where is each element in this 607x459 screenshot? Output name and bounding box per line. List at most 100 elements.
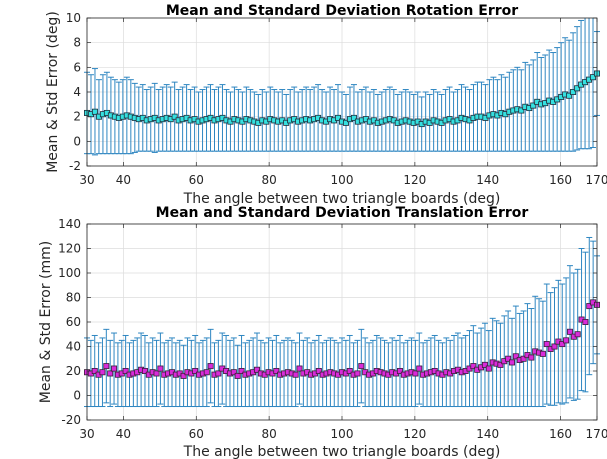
translation-mean-marker xyxy=(470,363,477,370)
rotation-y-tick-label: 6 xyxy=(73,60,81,74)
translation-mean-marker xyxy=(505,355,512,362)
translation-mean-marker xyxy=(512,353,519,360)
rotation-x-tick-label: 30 xyxy=(79,173,94,187)
translation-mean-marker xyxy=(508,359,515,366)
rotation-y-tick-label: 0 xyxy=(73,134,81,148)
translation-mean-marker xyxy=(539,350,546,357)
translation-mean-marker xyxy=(354,370,361,377)
translation-mean-marker xyxy=(122,367,129,374)
rotation-error-bar xyxy=(590,18,597,148)
translation-mean-marker xyxy=(574,331,581,338)
rotation-y-tick-label: 2 xyxy=(73,110,81,124)
translation-y-tick-label: 120 xyxy=(58,242,81,256)
translation-y-tick-label: 100 xyxy=(58,266,81,280)
rotation-x-tick-label: 100 xyxy=(331,173,354,187)
translation-y-tick-label: 60 xyxy=(66,315,81,329)
translation-mean-marker xyxy=(238,367,245,374)
rotation-x-tick-label: 140 xyxy=(476,173,499,187)
translation-mean-marker xyxy=(107,370,114,377)
translation-mean-marker xyxy=(315,367,322,374)
translation-mean-marker xyxy=(412,370,419,377)
translation-mean-marker xyxy=(485,365,492,372)
translation-mean-marker xyxy=(543,341,550,348)
translation-x-tick-label: 40 xyxy=(116,427,131,441)
translation-mean-marker xyxy=(528,354,535,361)
rotation-y-tick-label: 8 xyxy=(73,36,81,50)
translation-mean-marker xyxy=(103,363,110,370)
rotation-y-tick-label: 4 xyxy=(73,85,81,99)
translation-x-tick-label: 80 xyxy=(262,427,277,441)
rotation-axes-box xyxy=(86,17,598,167)
translation-y-tick-label: 80 xyxy=(66,291,81,305)
translation-mean-marker xyxy=(234,372,241,379)
translation-mean-marker xyxy=(292,371,299,378)
translation-mean-marker xyxy=(563,337,570,344)
translation-y-tick-label: 0 xyxy=(73,389,81,403)
translation-x-tick-label: 160 xyxy=(549,427,572,441)
translation-mean-marker xyxy=(153,370,160,377)
translation-x-tick-label: 170 xyxy=(586,427,607,441)
rotation-mean-marker xyxy=(91,108,98,115)
translation-y-tick-label: 20 xyxy=(66,364,81,378)
rotation-y-tick-label: 10 xyxy=(66,11,81,25)
translation-mean-marker xyxy=(141,367,148,374)
rotation-x-axis-label: The angle between two triangle boards (d… xyxy=(183,191,501,207)
translation-mean-marker xyxy=(180,372,187,379)
translation-x-tick-label: 140 xyxy=(476,427,499,441)
translation-mean-marker xyxy=(99,369,106,376)
translation-mean-marker xyxy=(358,363,365,370)
translation-mean-marker xyxy=(497,361,504,368)
translation-mean-marker xyxy=(91,367,98,374)
rotation-chart-title: Mean and Standard Deviation Rotation Err… xyxy=(166,3,518,19)
rotation-y-tick-label: -2 xyxy=(69,159,81,173)
rotation-ticks: 30 40 60 80 100 120 140 160 170 -2 0 2 4 6 8 10 xyxy=(66,11,607,187)
rotation-x-tick-label: 80 xyxy=(262,173,277,187)
translation-mean-marker xyxy=(520,355,527,362)
translation-x-tick-label: 120 xyxy=(403,427,426,441)
translation-mean-marker xyxy=(396,367,403,374)
translation-mean-marker xyxy=(111,365,118,372)
rotation-y-axis-label: Mean & Std Error (deg) xyxy=(45,11,61,173)
translation-mean-marker xyxy=(192,367,199,374)
rotation-mean-marker xyxy=(590,74,597,81)
rotation-x-tick-label: 160 xyxy=(549,173,572,187)
rotation-mean-marker xyxy=(518,107,525,114)
translation-chart-title: Mean and Standard Deviation Translation … xyxy=(156,205,529,221)
rotation-mean-marker xyxy=(566,92,573,99)
rotation-error-panel: 30 40 60 80 100 120 140 160 170 -2 0 2 4 6 8 10 Mean an… xyxy=(45,3,607,207)
translation-mean-marker xyxy=(203,369,210,376)
translation-mean-marker xyxy=(586,303,593,310)
rotation-error-bar xyxy=(586,18,593,150)
translation-mean-marker xyxy=(253,366,260,373)
translation-y-tick-label: -20 xyxy=(61,413,81,427)
translation-mean-marker xyxy=(566,328,573,335)
rotation-mean-marker xyxy=(335,114,342,121)
rotation-x-tick-label: 40 xyxy=(116,173,131,187)
rotation-mean-marker xyxy=(574,85,581,92)
translation-mean-marker xyxy=(215,370,222,377)
translation-mean-marker xyxy=(582,318,589,325)
translation-mean-marker xyxy=(481,361,488,368)
rotation-mean-marker xyxy=(171,113,178,120)
translation-mean-marker xyxy=(551,343,558,350)
rotation-mean-marker xyxy=(342,119,349,126)
translation-x-tick-label: 30 xyxy=(79,427,94,441)
translation-mean-marker xyxy=(416,365,423,372)
translation-y-tick-label: 140 xyxy=(58,217,81,231)
rotation-mean-markers xyxy=(84,70,601,128)
translation-x-axis-label: The angle between two triangle boards (d… xyxy=(183,444,501,459)
translation-mean-marker xyxy=(296,365,303,372)
translation-x-tick-label: 100 xyxy=(331,427,354,441)
translation-x-tick-label: 60 xyxy=(189,427,204,441)
translation-mean-marker xyxy=(207,363,214,370)
rotation-x-tick-label: 170 xyxy=(586,173,607,187)
translation-mean-marker xyxy=(273,367,280,374)
translation-mean-marker xyxy=(157,365,164,372)
translation-mean-marker xyxy=(559,341,566,348)
translation-mean-marker xyxy=(230,369,237,376)
rotation-x-tick-label: 120 xyxy=(403,173,426,187)
translation-axes-box xyxy=(86,223,598,421)
rotation-mean-marker xyxy=(350,114,357,121)
rotation-mean-marker xyxy=(570,89,577,96)
